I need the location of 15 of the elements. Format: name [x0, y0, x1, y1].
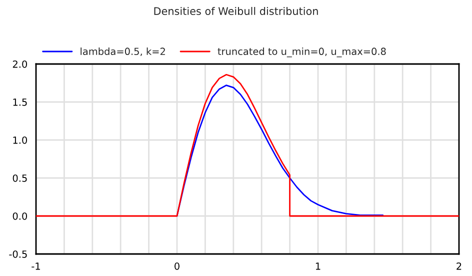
x-tick-label: 1 [316, 262, 320, 270]
y-tick-label: 0.5 [12, 174, 27, 182]
legend-label: truncated to u_min=0, u_max=0.8 [218, 48, 386, 58]
x-tick-label: 2 [456, 262, 462, 270]
x-tick-label: 0 [174, 262, 180, 270]
y-tick-label: -0.5 [9, 250, 27, 258]
x-tick-label: -1 [32, 262, 40, 270]
line-series [36, 74, 459, 217]
y-tick-label: 1.0 [13, 136, 28, 144]
legend-label: lambda=0.5, k=2 [80, 48, 165, 56]
y-tick-label: 1.5 [13, 98, 27, 106]
y-tick-label: 2.0 [12, 60, 28, 68]
y-tick-label: 0.0 [12, 212, 28, 220]
line-series [176, 84, 384, 217]
chart-title: Densities of Weibull distribution [154, 6, 318, 16]
